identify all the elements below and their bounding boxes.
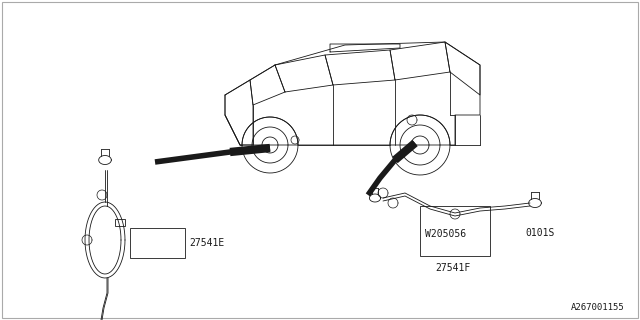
Text: 27541E: 27541E [189, 238, 224, 248]
Bar [130, 228, 185, 258]
Text: 0101S: 0101S [525, 228, 555, 238]
Bar [115, 219, 125, 226]
Text: 27541F: 27541F [435, 263, 470, 273]
Bar [420, 206, 490, 256]
Text: A267001155: A267001155 [572, 303, 625, 312]
Text: W205056: W205056 [425, 229, 466, 239]
